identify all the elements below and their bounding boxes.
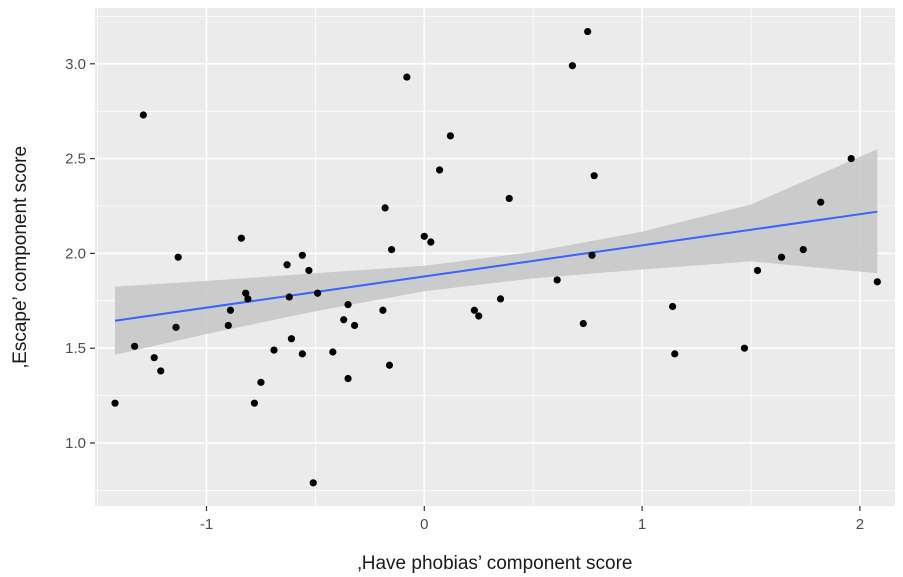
data-point bbox=[224, 321, 232, 330]
data-point bbox=[270, 346, 278, 354]
x-tick-label: 2 bbox=[856, 516, 864, 533]
data-point bbox=[579, 319, 587, 328]
y-axis: 1.0 1.5 2.0 2.5 3.0 bbox=[65, 56, 95, 452]
x-axis: -1 0 1 2 bbox=[200, 506, 864, 533]
data-point bbox=[740, 344, 749, 352]
data-point bbox=[139, 111, 147, 119]
data-point bbox=[496, 295, 505, 303]
data-point bbox=[873, 278, 881, 286]
data-point bbox=[385, 361, 394, 369]
data-point bbox=[157, 367, 165, 375]
data-point bbox=[388, 246, 396, 254]
data-point bbox=[174, 253, 182, 261]
data-point bbox=[313, 289, 322, 297]
data-point bbox=[568, 62, 577, 70]
data-point bbox=[505, 194, 513, 203]
y-tick-label: 1.5 bbox=[65, 340, 86, 357]
data-point bbox=[403, 73, 411, 81]
data-point bbox=[285, 293, 293, 301]
data-point bbox=[250, 399, 259, 407]
data-point bbox=[150, 354, 158, 362]
data-point bbox=[351, 321, 359, 330]
data-point bbox=[475, 312, 483, 320]
y-tick-label: 1.0 bbox=[65, 435, 86, 452]
x-tick-label: 1 bbox=[638, 516, 646, 533]
data-point bbox=[131, 342, 139, 350]
data-point bbox=[298, 251, 306, 259]
data-point bbox=[588, 251, 596, 259]
data-point bbox=[590, 172, 598, 180]
data-point bbox=[283, 261, 291, 269]
data-point bbox=[344, 374, 352, 383]
data-point bbox=[668, 302, 677, 311]
data-point bbox=[344, 300, 352, 309]
data-point bbox=[753, 266, 762, 275]
data-point bbox=[257, 378, 265, 386]
x-tick-label: -1 bbox=[200, 516, 213, 533]
x-axis-title: ‚Have phobias’ component score bbox=[358, 553, 633, 574]
data-point bbox=[446, 132, 455, 140]
data-point bbox=[226, 306, 235, 314]
data-point bbox=[584, 27, 592, 36]
data-point bbox=[381, 204, 389, 212]
y-axis-title: ‚Escape’ component score bbox=[10, 146, 31, 368]
data-point bbox=[470, 306, 478, 314]
data-point bbox=[237, 234, 245, 242]
data-point bbox=[242, 289, 250, 297]
data-point bbox=[329, 348, 337, 356]
data-point bbox=[847, 155, 855, 163]
data-point bbox=[427, 238, 435, 246]
regression-line bbox=[114, 210, 878, 322]
y-tick-label: 2.5 bbox=[65, 151, 86, 168]
y-tick-label: 2.0 bbox=[65, 245, 86, 262]
data-point bbox=[111, 399, 119, 407]
data-point bbox=[553, 276, 561, 284]
grid-lines bbox=[95, 8, 895, 506]
data-point bbox=[305, 266, 313, 275]
data-point bbox=[671, 350, 679, 358]
data-point bbox=[298, 350, 306, 358]
x-tick-label: 0 bbox=[420, 516, 428, 533]
confidence-band bbox=[115, 149, 878, 355]
data-points bbox=[111, 27, 881, 487]
data-point bbox=[244, 295, 252, 303]
data-point bbox=[420, 232, 428, 240]
data-point bbox=[435, 166, 444, 174]
data-point bbox=[379, 306, 387, 314]
data-point bbox=[799, 246, 807, 254]
data-point bbox=[340, 316, 348, 324]
data-point bbox=[287, 335, 296, 343]
y-tick-label: 3.0 bbox=[65, 56, 86, 73]
data-point bbox=[817, 198, 825, 206]
data-point bbox=[777, 253, 786, 261]
data-point bbox=[309, 479, 317, 487]
data-point bbox=[172, 323, 180, 331]
